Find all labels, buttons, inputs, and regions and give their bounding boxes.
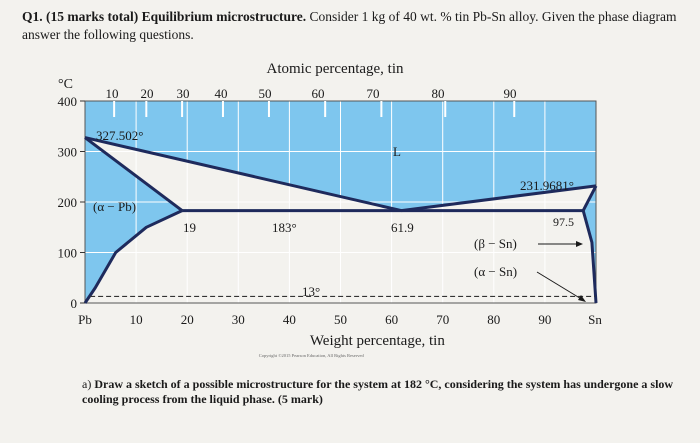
question-heading: Q1. (15 marks total) Equilibrium microst…: [22, 8, 682, 44]
atomic-tick-label: 90: [504, 86, 517, 101]
weight-tick-label: Sn: [588, 312, 602, 327]
y-tick-label: 0: [71, 296, 78, 311]
y-tick-label: 400: [58, 94, 78, 109]
weight-tick-label: 20: [181, 312, 194, 327]
question-number: Q1.: [22, 9, 43, 24]
question-text: Consider 1 kg of 40 wt. % tin Pb-Sn allo…: [22, 9, 677, 42]
beta-region: [583, 185, 596, 303]
alpha-pb-label: (α − Pb): [93, 199, 136, 214]
question-marks: (15 marks total): [46, 9, 139, 24]
alpha-sn-arrow-head: [578, 295, 586, 302]
question-topic: Equilibrium microstructure.: [141, 9, 307, 24]
y-tick-label: 200: [58, 195, 78, 210]
beta-arrow-head: [576, 241, 583, 247]
alpha-sn-arrow: [536, 271, 584, 301]
y-tick-label: 100: [58, 246, 78, 261]
weight-axis-title: Weight percentage, tin: [310, 333, 445, 349]
alpha-sn-label: (α − Sn): [474, 264, 517, 279]
weight-tick-label: 60: [385, 312, 398, 327]
phase-diagram: Atomic percentage, tin 10 20 30 40 50 60 70 80 90…: [58, 61, 603, 359]
pb-melting-label: 327.502°: [96, 128, 143, 143]
copyright-note: Copyright ©2015 Pearson Education, All R…: [259, 353, 365, 359]
weight-tick-label: 10: [130, 312, 143, 327]
atomic-tick-label: 30: [177, 86, 190, 101]
atomic-tick-label: 10: [106, 86, 119, 101]
weight-tick-label: Pb: [78, 312, 92, 327]
solidus-beta: [581, 185, 598, 212]
transition-temp-label: 13°: [302, 284, 320, 299]
subquestion-marks: (5 mark): [277, 392, 323, 406]
atomic-tick-label: 50: [259, 86, 272, 101]
weight-tick-label: 80: [487, 312, 500, 327]
atomic-axis-title: Atomic percentage, tin: [266, 61, 404, 77]
eutectic-comp-label: 61.9: [391, 220, 414, 235]
y-axis-unit: °C: [58, 77, 73, 92]
y-tick-label: 300: [58, 145, 78, 160]
sn-melting-label: 231.9681°: [520, 178, 574, 193]
eutectic-temp-label: 183°: [272, 220, 297, 235]
atomic-tick-label: 70: [367, 86, 380, 101]
alpha-solubility-label: 19: [183, 220, 196, 235]
atomic-tick-label: 40: [215, 86, 228, 101]
atomic-tick-label: 60: [312, 86, 325, 101]
weight-tick-label: 50: [334, 312, 347, 327]
weight-tick-label: 70: [436, 312, 449, 327]
solvus-beta: [581, 210, 598, 304]
liquidus-left: [84, 136, 402, 213]
weight-tick-label: 30: [232, 312, 245, 327]
liquidus-right: [401, 184, 597, 213]
liquid-label: L: [393, 144, 401, 159]
subquestion-letter: a): [82, 377, 92, 391]
beta-solubility-label: 97.5: [553, 215, 574, 229]
beta-sn-label: (β − Sn): [474, 236, 517, 251]
subquestion-a: a) Draw a sketch of a possible microstru…: [82, 377, 682, 407]
weight-tick-label: 90: [538, 312, 551, 327]
atomic-tick-label: 80: [432, 86, 445, 101]
solidus-alpha: [84, 136, 184, 212]
weight-tick-label: 40: [283, 312, 296, 327]
atomic-tick-label: 20: [141, 86, 154, 101]
subquestion-text: Draw a sketch of a possible microstructu…: [82, 377, 674, 406]
solvus-alpha: [83, 209, 183, 304]
